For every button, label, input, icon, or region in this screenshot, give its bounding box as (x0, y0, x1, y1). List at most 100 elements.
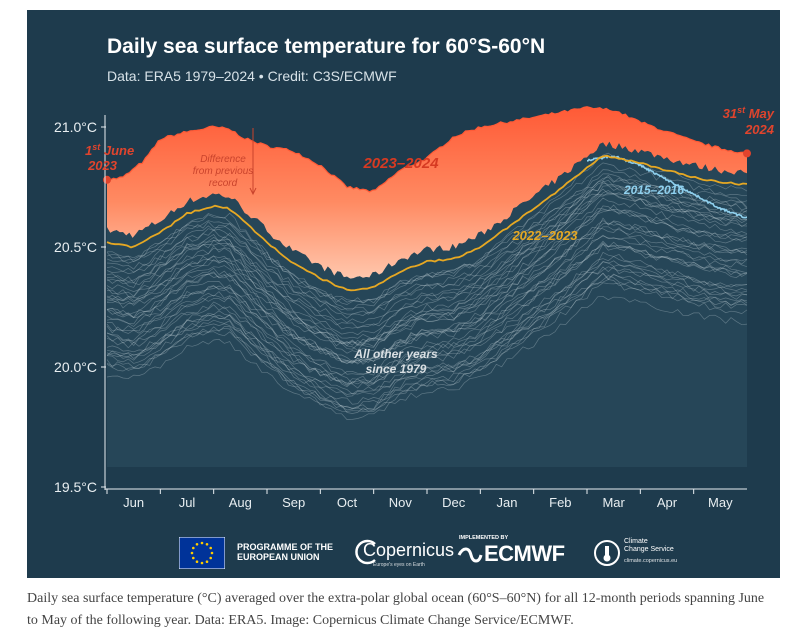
chart-figure: 21.0°C 20.5°C 20.0°C 19.5°C Jun Jul Aug Sep Oct N… (27, 10, 780, 578)
other-year-line (106, 226, 748, 385)
ecmwf-logo-icon (457, 547, 483, 563)
other-year-line (106, 192, 748, 330)
end-point (743, 149, 751, 158)
eu-star-icon (209, 556, 212, 560)
c3s-label: Climate Change Service climate.copernicu… (624, 538, 677, 565)
c3s-line-1: Climate (624, 538, 648, 545)
eu-line-1: PROGRAMME OF THE (237, 542, 333, 552)
other-year-line (106, 205, 748, 344)
start-point (103, 175, 111, 184)
y-tick-label: 20.5°C (54, 239, 97, 255)
difference-label-3: record (209, 178, 238, 189)
other-year-line (106, 243, 748, 385)
other-year-line (106, 179, 748, 336)
copernicus-wordmark: Copernicus (363, 540, 455, 560)
eu-star-icon (192, 556, 195, 560)
eu-star-icon (200, 561, 204, 565)
other-year-line (106, 240, 748, 376)
x-tick-label: Aug (229, 495, 252, 510)
series-2015-2016-label: 2015–2016 (623, 183, 684, 197)
other-year-line (106, 275, 748, 397)
other-year-line (106, 266, 748, 411)
start-date-label: 1st June (85, 142, 134, 158)
x-tick-label: Oct (337, 495, 358, 510)
x-tick-label: Nov (389, 495, 413, 510)
eu-star-icon (209, 546, 212, 550)
difference-arrowhead (249, 187, 257, 196)
end-year-label: 2024 (744, 122, 775, 137)
series-2022-2023-label: 2022–2023 (511, 228, 578, 243)
chart-title: Daily sea surface temperature for 60°S-6… (107, 35, 546, 58)
record-difference-fill (107, 106, 747, 279)
x-tick-label: Apr (657, 495, 678, 510)
x-tick-label: Jul (179, 495, 196, 510)
other-year-line (106, 272, 748, 412)
other-year-line (106, 279, 748, 411)
series-2022-2023-line (106, 154, 748, 292)
eu-star-icon (192, 546, 195, 550)
other-year-line (106, 197, 748, 350)
other-year-line (106, 234, 748, 364)
eu-star-icon (210, 551, 214, 555)
figure-caption: Daily sea surface temperature (°C) avera… (27, 591, 765, 628)
other-year-line (106, 222, 748, 365)
ecmwf-wordmark: ECMWF (484, 541, 565, 566)
other-year-line (106, 188, 748, 346)
x-tick-label: Feb (549, 495, 571, 510)
other-years-label-2: since 1979 (366, 362, 427, 376)
other-year-line (106, 169, 748, 305)
other-year-line (106, 261, 748, 389)
eu-star-icon (205, 543, 209, 546)
difference-label-2: from previous (193, 166, 254, 177)
other-year-line (106, 241, 748, 386)
other-years-envelope (107, 141, 747, 467)
c3s-url: climate.copernicus.eu (624, 558, 678, 564)
other-year-line (106, 251, 748, 410)
other-year-line (106, 209, 748, 363)
other-year-line (106, 295, 748, 420)
eu-star-icon (195, 560, 199, 563)
y-tick-label: 19.5°C (54, 479, 97, 495)
copernicus-logo-icon (355, 539, 376, 565)
other-year-line (106, 260, 748, 405)
eu-programme-label: PROGRAMME OF THE EUROPEAN UNION (237, 542, 333, 562)
x-tick-label: Sep (282, 495, 305, 510)
chart-subtitle: Data: ERA5 1979–2024 • Credit: C3S/ECMWF (107, 68, 397, 84)
other-year-line (106, 220, 748, 363)
record-band (107, 106, 747, 467)
other-year-line (106, 182, 748, 329)
other-year-line (106, 176, 748, 319)
other-year-line (106, 255, 748, 388)
end-date-label: 31st May (723, 105, 775, 121)
other-year-line (106, 244, 748, 363)
other-year-line (106, 192, 748, 324)
c3s-line-2: Change Service (624, 546, 674, 553)
chart-svg: 21.0°C 20.5°C 20.0°C 19.5°C Jun Jul Aug Sep Oct N… (54, 105, 775, 510)
x-tick-label: Dec (442, 495, 466, 510)
other-year-line (106, 204, 748, 351)
eu-flag-icon (179, 537, 225, 569)
x-tick-label: Jan (497, 495, 518, 510)
other-year-line (106, 227, 748, 346)
other-year-line (106, 209, 748, 354)
x-tick-label: May (708, 495, 733, 510)
other-years-label-1: All other years (353, 347, 438, 361)
y-tick-label: 20.0°C (54, 359, 97, 375)
other-year-line (106, 185, 748, 341)
highlight-series (103, 106, 751, 292)
eu-star-icon (190, 551, 194, 555)
copernicus-tagline: Europe's eyes on Earth (373, 562, 425, 568)
other-year-line (106, 272, 748, 395)
other-year-line (106, 282, 748, 414)
eu-line-2: EUROPEAN UNION (237, 552, 320, 562)
other-year-line (106, 190, 748, 346)
series-2023-2024-label: 2023–2024 (362, 155, 439, 172)
other-year-line (106, 162, 747, 304)
start-year-label: 2023 (87, 158, 118, 173)
other-year-line (106, 235, 748, 376)
y-tick-label: 21.0°C (54, 119, 97, 135)
other-years-lines (106, 152, 748, 420)
other-year-line (106, 266, 748, 395)
series-2015-2016-line (587, 155, 747, 219)
difference-label-1: Difference (200, 154, 246, 165)
